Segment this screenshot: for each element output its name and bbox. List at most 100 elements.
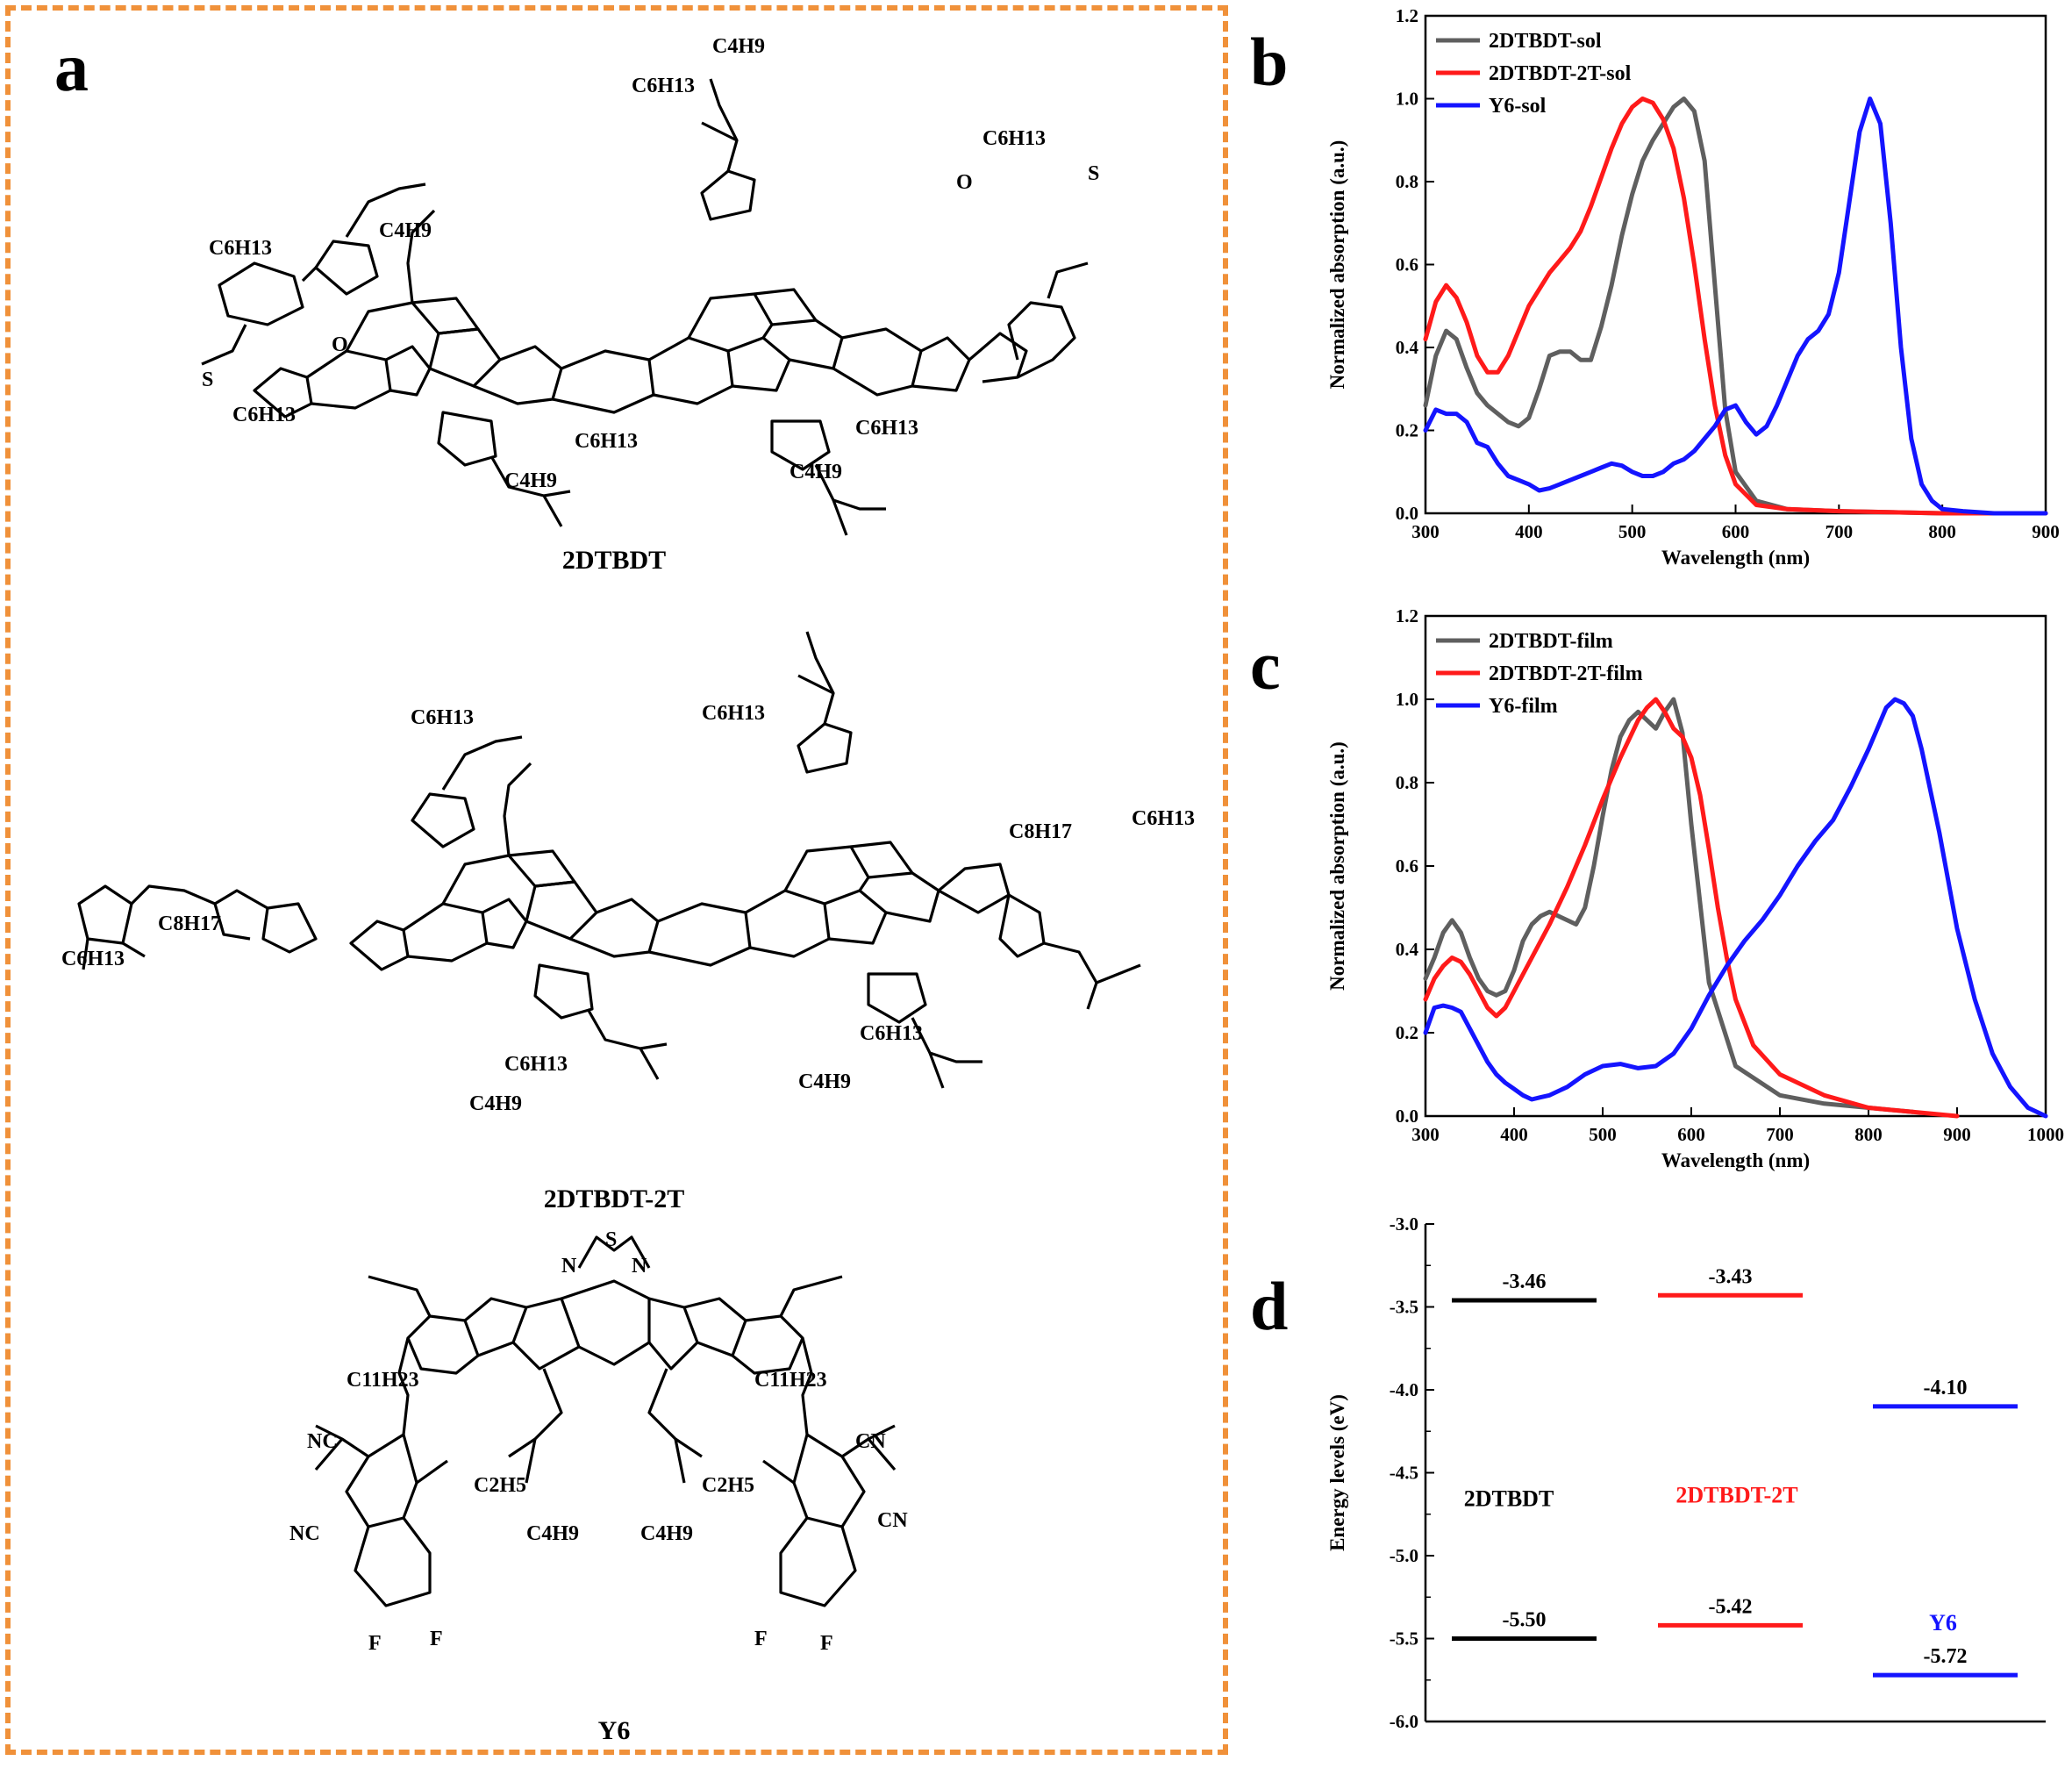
atom-label: O — [956, 171, 973, 194]
atom-label: C8H17 — [158, 913, 221, 935]
plot-frame — [1424, 614, 2047, 1118]
y-tick-label: 0.0 — [1396, 1106, 1418, 1127]
x-tick-label: 700 — [1826, 521, 1854, 542]
molecule-name-y6: Y6 — [597, 1716, 631, 1745]
legend-label: 2DTBDT-2T-film — [1489, 662, 1643, 685]
molecule-name-2dtbdt: 2DTBDT — [561, 546, 667, 575]
x-axis-label: Wavelength (nm) — [1661, 547, 1810, 569]
atom-label: C6H13 — [632, 75, 695, 97]
atom-label: N — [561, 1255, 577, 1278]
atom-label: C11H23 — [754, 1369, 827, 1392]
x-tick-label: 400 — [1515, 521, 1543, 542]
atom-label: C6H13 — [860, 1022, 923, 1045]
molecule-2dtbdt-skeleton — [201, 78, 1089, 536]
y-tick-label: 0.8 — [1396, 171, 1418, 192]
legend-label: 2DTBDT-2T-sol — [1489, 62, 1632, 85]
x-tick-label: 400 — [1500, 1124, 1528, 1145]
y-axis-label: Energy levels (eV) — [1326, 1394, 1348, 1551]
atom-label: C4H9 — [640, 1522, 693, 1545]
atom-label: S — [1088, 162, 1099, 185]
molecule-y6-skeleton — [314, 1235, 897, 1607]
atom-label: C4H9 — [798, 1070, 851, 1093]
atom-label: F — [368, 1632, 382, 1655]
structures-panel — [5, 5, 1228, 1755]
legend-label: 2DTBDT-sol — [1489, 30, 1602, 53]
x-tick-label: 900 — [2032, 521, 2060, 542]
y-tick-label: 0.8 — [1396, 772, 1418, 793]
atom-label: C6H13 — [855, 417, 918, 440]
atom-label: C6H13 — [702, 702, 765, 725]
x-tick-label: 700 — [1766, 1124, 1794, 1145]
atom-label: S — [605, 1228, 617, 1251]
atom-label: CN — [877, 1509, 908, 1532]
atom-label: C8H17 — [1009, 820, 1072, 843]
structures-drawing: C6H13 C4H9 C6H13 C4H9 C6H13 S O S C6H13 … — [61, 35, 1195, 1655]
y-tick-label: 1.0 — [1396, 89, 1418, 110]
molecule-2dtbdt-2t-skeleton — [77, 631, 1141, 1089]
x-tick-label: 300 — [1411, 521, 1440, 542]
atom-label: F — [430, 1628, 443, 1650]
atom-label: C4H9 — [712, 35, 765, 58]
y-tick-label: 0.6 — [1396, 855, 1418, 877]
y-tick-label: 0.4 — [1396, 939, 1419, 960]
material-name-2DTBDT: 2DTBDT — [1464, 1485, 1554, 1511]
atom-label: F — [820, 1632, 833, 1655]
lumo-label: -4.10 — [1924, 1377, 1968, 1399]
atom-label: C6H13 — [61, 948, 125, 970]
y-tick-label: -4.0 — [1390, 1379, 1418, 1400]
homo-label: -5.72 — [1924, 1645, 1968, 1668]
legend-label: Y6-sol — [1489, 95, 1547, 118]
y-tick-label: 1.2 — [1396, 5, 1418, 26]
atom-label: CN — [855, 1430, 886, 1453]
y-tick-label: -3.5 — [1390, 1297, 1418, 1318]
y-tick-label: 0.6 — [1396, 254, 1418, 276]
atom-label: C6H13 — [209, 237, 272, 260]
x-tick-label: 800 — [1854, 1124, 1883, 1145]
material-name-Y6: Y6 — [1929, 1610, 1957, 1636]
panel-label-d: d — [1250, 1268, 1289, 1344]
x-tick-label: 1000 — [2027, 1124, 2064, 1145]
atom-label: F — [754, 1628, 768, 1650]
y-tick-label: 0.0 — [1396, 503, 1418, 524]
atom-label: S — [202, 369, 213, 391]
chart-c-film-absorption: 300 400 500 600 700 800 900 1000 0.0 0.2 0.4 0.6 0.8… — [1326, 605, 2064, 1171]
atom-label: C4H9 — [790, 461, 842, 483]
y-tick-label: -5.5 — [1390, 1628, 1418, 1650]
atom-label: C4H9 — [469, 1092, 522, 1115]
y-tick-label: -3.0 — [1390, 1213, 1418, 1235]
atom-label: C2H5 — [702, 1474, 754, 1497]
atom-label: C2H5 — [474, 1474, 526, 1497]
atom-label: C6H13 — [232, 404, 296, 426]
y-tick-label: -6.0 — [1390, 1711, 1418, 1732]
atom-label: C6H13 — [504, 1053, 568, 1076]
atom-label: C6H13 — [411, 706, 474, 729]
homo-label: -5.50 — [1503, 1609, 1547, 1632]
series-line-Y6-film — [1423, 697, 2048, 1119]
panel-label-c: c — [1250, 627, 1281, 704]
atom-label: NC — [307, 1430, 338, 1453]
atom-label: C11H23 — [347, 1369, 419, 1392]
plot-frame — [1424, 14, 2047, 515]
y-axis-label: Normalized absorption (a.u.) — [1326, 741, 1348, 991]
x-tick-label: 500 — [1589, 1124, 1617, 1145]
x-tick-label: 600 — [1722, 521, 1750, 542]
y-tick-label: 1.0 — [1396, 689, 1418, 710]
atom-label: C6H13 — [575, 430, 638, 453]
series-line-Y6-sol — [1423, 97, 2048, 516]
y-tick-label: 0.2 — [1396, 420, 1418, 441]
atom-label: C6H13 — [1132, 807, 1195, 830]
panel-label-a: a — [54, 29, 89, 105]
x-tick-label: 500 — [1618, 521, 1647, 542]
chart-d-energy-levels: -3.0 -3.5 -4.0 -4.5 -5.0 -5.5 -6.0 Energy level… — [1326, 1213, 2046, 1732]
atom-label: C4H9 — [526, 1522, 579, 1545]
atom-label: C6H13 — [982, 127, 1046, 150]
atom-label: O — [332, 333, 348, 356]
atom-label: N — [632, 1255, 647, 1278]
lumo-label: -3.46 — [1503, 1271, 1547, 1293]
chart-b-solution-absorption: 300 400 500 600 700 800 900 0.0 0.2 0.4 0.6 0.8 1.0 1… — [1326, 5, 2060, 569]
legend-label: 2DTBDT-film — [1489, 630, 1613, 653]
y-axis-label: Normalized absorption (a.u.) — [1326, 140, 1348, 390]
material-name-2DTBDT-2T: 2DTBDT-2T — [1675, 1483, 1797, 1508]
series-line-2DTBDT-sol — [1423, 97, 2048, 516]
